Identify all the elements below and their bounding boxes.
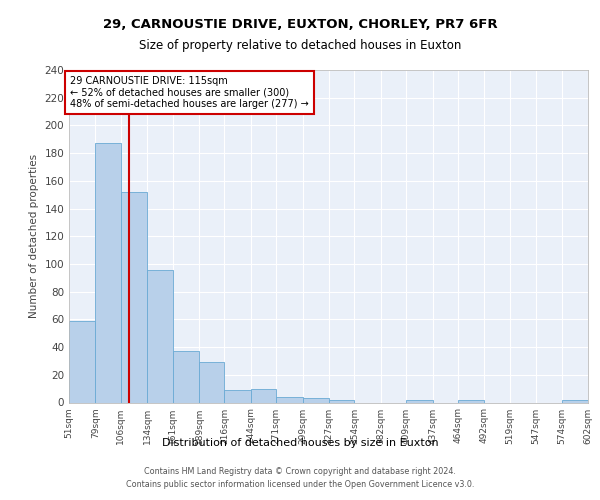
Bar — [69, 321, 95, 402]
Y-axis label: Number of detached properties: Number of detached properties — [29, 154, 39, 318]
Bar — [121, 192, 147, 402]
Bar — [147, 270, 173, 402]
Bar — [224, 390, 251, 402]
Bar — [251, 388, 276, 402]
Text: 29 CARNOUSTIE DRIVE: 115sqm
← 52% of detached houses are smaller (300)
48% of se: 29 CARNOUSTIE DRIVE: 115sqm ← 52% of det… — [70, 76, 308, 108]
Text: Distribution of detached houses by size in Euxton: Distribution of detached houses by size … — [161, 438, 439, 448]
Text: Contains HM Land Registry data © Crown copyright and database right 2024.
Contai: Contains HM Land Registry data © Crown c… — [126, 468, 474, 489]
Bar — [302, 398, 329, 402]
Text: 29, CARNOUSTIE DRIVE, EUXTON, CHORLEY, PR7 6FR: 29, CARNOUSTIE DRIVE, EUXTON, CHORLEY, P… — [103, 18, 497, 30]
Bar — [199, 362, 224, 403]
Bar — [562, 400, 588, 402]
Bar — [95, 144, 121, 402]
Bar — [406, 400, 433, 402]
Text: Size of property relative to detached houses in Euxton: Size of property relative to detached ho… — [139, 39, 461, 52]
Bar — [173, 351, 199, 403]
Bar — [276, 397, 302, 402]
Bar — [458, 400, 484, 402]
Bar — [329, 400, 355, 402]
